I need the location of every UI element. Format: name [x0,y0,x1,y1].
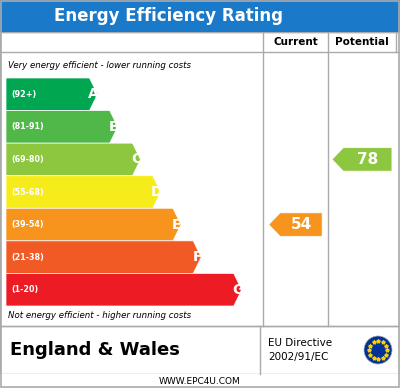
Text: (81-91): (81-91) [11,122,44,132]
Text: Energy Efficiency Rating: Energy Efficiency Rating [54,7,282,25]
Polygon shape [332,148,392,171]
Text: (39-54): (39-54) [11,220,44,229]
Text: (1-20): (1-20) [11,285,38,294]
Text: (21-38): (21-38) [11,253,44,262]
Text: 78: 78 [357,152,378,167]
Text: (92+): (92+) [11,90,36,99]
Text: 2002/91/EC: 2002/91/EC [268,352,328,362]
Text: (69-80): (69-80) [11,155,44,164]
Bar [0,0,400,32]
Text: C: C [131,152,142,166]
Bar [0,326,400,374]
Bar [0,374,400,388]
Polygon shape [6,176,161,208]
Circle shape [364,336,392,364]
Text: Current: Current [273,37,318,47]
Polygon shape [6,143,140,176]
Text: G: G [232,283,243,297]
Text: Potential: Potential [335,37,389,47]
Text: England & Wales: England & Wales [10,341,180,359]
Text: Very energy efficient - lower running costs: Very energy efficient - lower running co… [8,61,191,69]
Bar [0,32,400,374]
Polygon shape [6,111,118,143]
Polygon shape [269,213,322,236]
Text: (55-68): (55-68) [11,187,44,196]
Text: E: E [172,218,182,232]
Polygon shape [6,208,181,241]
Polygon shape [6,78,98,111]
Text: 54: 54 [290,217,312,232]
Polygon shape [6,274,242,306]
Text: EU Directive: EU Directive [268,338,332,348]
Polygon shape [6,241,201,274]
Text: Not energy efficient - higher running costs: Not energy efficient - higher running co… [8,312,191,320]
Text: D: D [151,185,162,199]
Text: B: B [108,120,119,134]
Text: WWW.EPC4U.COM: WWW.EPC4U.COM [159,376,241,386]
Text: F: F [192,250,202,264]
Text: A: A [88,87,99,101]
